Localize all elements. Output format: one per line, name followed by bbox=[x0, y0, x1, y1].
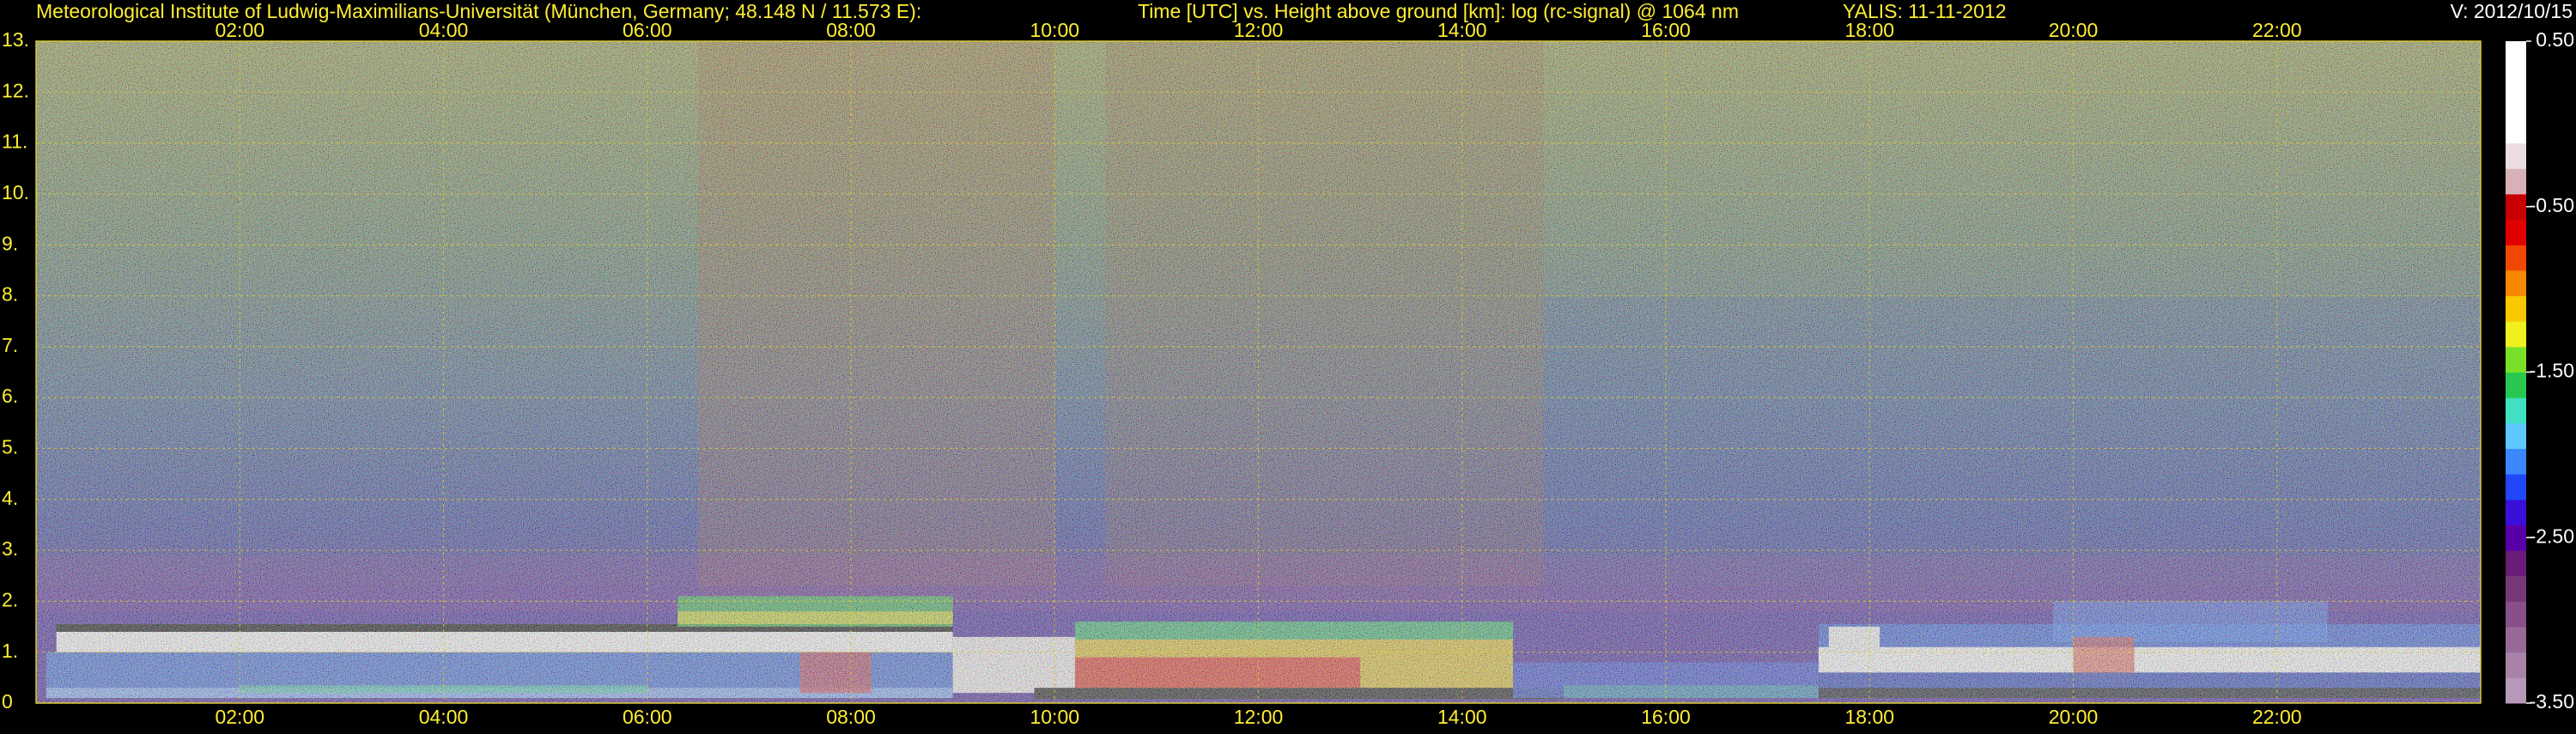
x-tick-label-top: 22:00 bbox=[2252, 19, 2302, 41]
colorbar-swatch bbox=[2506, 193, 2526, 221]
colorbar-swatch bbox=[2506, 627, 2526, 653]
colorbar-swatch bbox=[2506, 474, 2526, 500]
colorbar-swatch bbox=[2506, 652, 2526, 678]
colorbar-swatch bbox=[2506, 245, 2526, 271]
y-tick-label: 11. bbox=[2, 130, 27, 153]
colorbar-tick-label: -1.50 bbox=[2530, 360, 2574, 382]
y-tick-label: 12. bbox=[2, 79, 29, 101]
x-tick-label: 22:00 bbox=[2252, 706, 2302, 728]
x-tick-label-top: 18:00 bbox=[1844, 19, 1894, 41]
x-tick-label: 06:00 bbox=[623, 706, 672, 728]
y-tick-label: 8. bbox=[2, 283, 18, 306]
colorbar-swatch bbox=[2506, 550, 2526, 577]
colorbar-swatch bbox=[2506, 499, 2526, 525]
colorbar-swatch bbox=[2506, 219, 2526, 246]
y-tick-label: 2. bbox=[2, 588, 18, 610]
x-tick-label: 12:00 bbox=[1234, 706, 1284, 728]
colorbar-swatch bbox=[2506, 41, 2526, 68]
colorbar-swatch bbox=[2506, 168, 2526, 195]
station-date: YALIS: 11-11-2012 bbox=[1843, 0, 2007, 22]
colorbar-swatch bbox=[2506, 575, 2526, 602]
x-tick-label-top: 12:00 bbox=[1234, 19, 1284, 41]
y-tick-label: 10. bbox=[2, 181, 29, 203]
colorbar-swatch bbox=[2506, 601, 2526, 628]
x-tick-label-top: 20:00 bbox=[2049, 19, 2099, 41]
colorbar-swatch bbox=[2506, 92, 2526, 118]
y-tick-label: 5. bbox=[2, 436, 18, 458]
colorbar-swatch bbox=[2506, 525, 2526, 551]
x-tick-label-top: 02:00 bbox=[215, 19, 264, 41]
x-tick-label: 14:00 bbox=[1437, 706, 1487, 728]
colorbar-swatch bbox=[2506, 372, 2526, 398]
colorbar-tick-label: -3.50 bbox=[2530, 690, 2574, 713]
colorbar-swatch bbox=[2506, 270, 2526, 297]
colorbar-tick-label: 0.50 bbox=[2536, 28, 2574, 51]
x-tick-label-top: 04:00 bbox=[419, 19, 469, 41]
x-tick-label: 20:00 bbox=[2049, 706, 2099, 728]
x-tick-label: 04:00 bbox=[419, 706, 469, 728]
y-tick-label: 4. bbox=[2, 487, 18, 509]
x-tick-label-top: 10:00 bbox=[1030, 19, 1079, 41]
y-tick-label: 13. bbox=[2, 28, 29, 51]
x-tick-label-top: 08:00 bbox=[826, 19, 876, 41]
colorbar-swatch bbox=[2506, 321, 2526, 348]
y-tick-label: 3. bbox=[2, 537, 18, 560]
y-tick-label: 1. bbox=[2, 640, 18, 662]
x-tick-label-top: 16:00 bbox=[1641, 19, 1691, 41]
colorbar-swatch bbox=[2506, 422, 2526, 449]
y-tick-label: 9. bbox=[2, 232, 18, 254]
y-tick-label: 0 bbox=[2, 690, 13, 713]
colorbar-swatch bbox=[2506, 143, 2526, 169]
colorbar-swatch bbox=[2506, 66, 2526, 93]
x-tick-label: 08:00 bbox=[826, 706, 876, 728]
colorbar-swatch bbox=[2506, 346, 2526, 373]
subtitle: Time [UTC] vs. Height above ground [km]:… bbox=[1138, 0, 1739, 22]
x-tick-label: 10:00 bbox=[1030, 706, 1079, 728]
x-tick-label-top: 14:00 bbox=[1437, 19, 1487, 41]
x-tick-label: 18:00 bbox=[1844, 706, 1894, 728]
y-tick-label: 6. bbox=[2, 385, 18, 407]
colorbar-tick-label: -2.50 bbox=[2530, 525, 2574, 547]
x-tick-label: 02:00 bbox=[215, 706, 264, 728]
version: V: 2012/10/15 bbox=[2451, 0, 2573, 22]
x-tick-label: 16:00 bbox=[1641, 706, 1691, 728]
colorbar-swatch bbox=[2506, 397, 2526, 424]
x-tick-label-top: 06:00 bbox=[623, 19, 672, 41]
colorbar-swatch bbox=[2506, 295, 2526, 322]
colorbar-swatch bbox=[2506, 448, 2526, 475]
colorbar-swatch bbox=[2506, 117, 2526, 144]
colorbar-swatch bbox=[2506, 677, 2526, 704]
title: Meteorological Institute of Ludwig-Maxim… bbox=[36, 0, 921, 22]
y-tick-label: 7. bbox=[2, 334, 18, 356]
colorbar-tick-label: -0.50 bbox=[2530, 194, 2574, 216]
